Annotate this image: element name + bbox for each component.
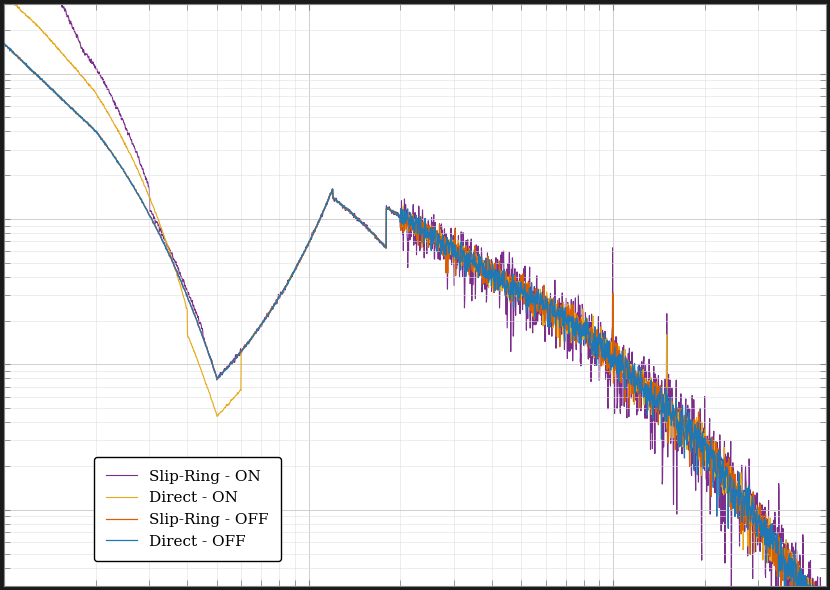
Line: Slip-Ring - OFF: Slip-Ring - OFF [4, 44, 826, 590]
Slip-Ring - OFF [142, 206, 152, 213]
Direct - OFF [0, 40, 9, 47]
Legend: Slip-Ring - ON, Direct - ON, Slip-Ring - OFF, Direct - OFF: Slip-Ring - ON, Direct - ON, Slip-Ring -… [94, 457, 281, 560]
Slip-Ring - OFF [0, 40, 9, 47]
Slip-Ring - OFF [93, 130, 103, 137]
Direct - ON [142, 188, 152, 195]
Direct - OFF [142, 206, 152, 214]
Direct - ON [350, 212, 360, 219]
Slip-Ring - ON [716, 454, 726, 461]
Slip-Ring - OFF [716, 466, 726, 473]
Slip-Ring - ON [93, 68, 103, 76]
Line: Direct - OFF: Direct - OFF [4, 43, 826, 590]
Direct - OFF [315, 217, 325, 224]
Line: Direct - ON: Direct - ON [4, 0, 826, 590]
Slip-Ring - ON [142, 178, 152, 185]
Slip-Ring - OFF [315, 217, 325, 224]
Direct - OFF [93, 131, 103, 138]
Direct - OFF [805, 580, 815, 587]
Slip-Ring - OFF [350, 212, 360, 219]
Line: Slip-Ring - ON: Slip-Ring - ON [4, 0, 826, 590]
Direct - ON [93, 94, 103, 101]
Direct - OFF [0, 40, 9, 47]
Slip-Ring - ON [350, 214, 360, 221]
Direct - ON [716, 483, 726, 490]
Direct - OFF [350, 214, 360, 221]
Direct - ON [315, 216, 325, 223]
Direct - OFF [716, 464, 726, 471]
Slip-Ring - ON [315, 216, 325, 223]
